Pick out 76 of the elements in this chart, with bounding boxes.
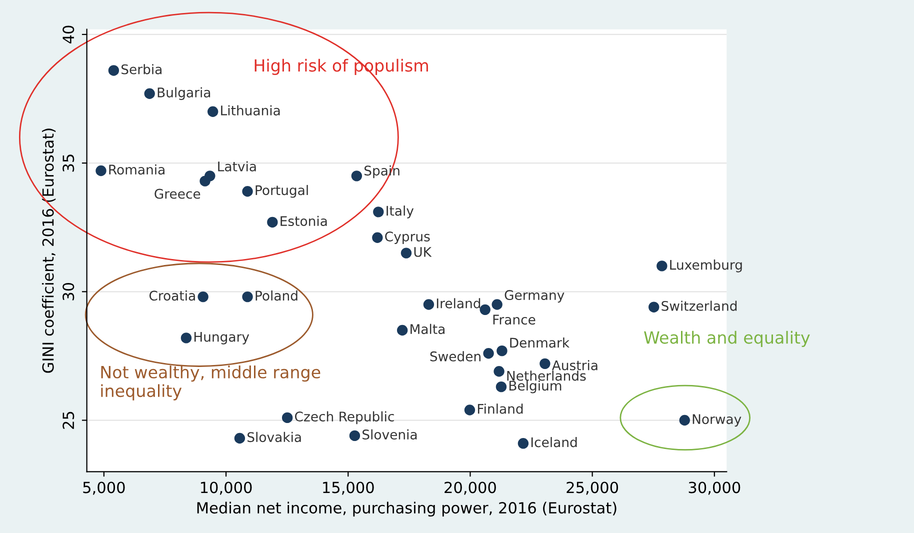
annotation: Wealth and equality bbox=[644, 330, 810, 348]
data-label: Austria bbox=[552, 360, 598, 370]
data-label: Belgium bbox=[509, 380, 562, 394]
data-label: Luxemburg bbox=[670, 260, 742, 272]
point bbox=[540, 358, 550, 370]
annotation: Not wealthy, middle range inequality bbox=[101, 366, 320, 400]
point bbox=[492, 299, 502, 310]
point bbox=[373, 206, 384, 218]
data-label: Finland bbox=[478, 404, 523, 414]
point bbox=[242, 186, 253, 197]
y-tick-label: 35 bbox=[62, 154, 74, 172]
point bbox=[496, 381, 507, 392]
data-label: Serbia bbox=[122, 64, 162, 74]
data-label: Norway bbox=[692, 414, 742, 427]
data-label: Italy bbox=[386, 206, 414, 218]
data-label: Germany bbox=[504, 290, 564, 303]
data-label: Hungary bbox=[194, 332, 250, 344]
x-tick-label: 20,000 bbox=[444, 482, 496, 495]
data-label: Slovakia bbox=[248, 432, 301, 442]
point bbox=[207, 106, 218, 117]
point bbox=[400, 248, 412, 258]
x-tick-label: 15,000 bbox=[323, 482, 374, 495]
data-label: Malta bbox=[410, 324, 444, 334]
x-axis-title: Median net income, purchasing power, 2016 (Eurostat) bbox=[197, 502, 616, 517]
point bbox=[464, 404, 476, 416]
point bbox=[200, 176, 210, 186]
point bbox=[108, 65, 120, 76]
data-label: Iceland bbox=[531, 437, 577, 448]
data-label: Denmark bbox=[510, 337, 570, 348]
point bbox=[483, 348, 494, 359]
data-label: Bulgaria bbox=[158, 87, 210, 100]
point bbox=[144, 88, 155, 99]
data-label: Sweden bbox=[430, 351, 480, 362]
point bbox=[282, 412, 293, 424]
point bbox=[494, 366, 504, 377]
data-label: Ireland bbox=[436, 298, 480, 308]
data-label: Estonia bbox=[280, 216, 327, 226]
point bbox=[180, 332, 192, 344]
point bbox=[423, 299, 434, 310]
point bbox=[480, 304, 490, 316]
point bbox=[349, 430, 360, 442]
x-tick-label: 5,000 bbox=[83, 482, 125, 495]
data-label: Greece bbox=[154, 188, 200, 199]
data-label: Portugal bbox=[256, 184, 308, 198]
point bbox=[679, 414, 690, 426]
data-label: Lithuania bbox=[221, 105, 280, 116]
data-label: Latvia bbox=[218, 161, 256, 172]
data-label: Croatia bbox=[149, 290, 195, 301]
point bbox=[234, 432, 246, 444]
y-tick-label: 25 bbox=[62, 412, 74, 429]
data-label: Cyprus bbox=[385, 232, 430, 244]
data-label: Romania bbox=[109, 164, 164, 175]
y-tick-label: 40 bbox=[62, 26, 74, 44]
point bbox=[242, 291, 253, 302]
point bbox=[96, 165, 106, 176]
point bbox=[198, 291, 208, 302]
y-tick-label: 30 bbox=[62, 282, 74, 300]
point bbox=[648, 302, 660, 312]
data-label: Poland bbox=[256, 290, 298, 301]
point bbox=[518, 438, 529, 449]
point bbox=[496, 345, 508, 356]
x-tick-label: 10,000 bbox=[200, 482, 252, 495]
data-label: UK bbox=[414, 247, 432, 257]
point bbox=[372, 232, 383, 244]
y-axis-title: GINI coefficient, 2016 (Eurostat) bbox=[42, 128, 56, 373]
data-label: Netherlands bbox=[507, 370, 586, 381]
data-label: France bbox=[493, 314, 536, 325]
data-label: Slovenia bbox=[362, 429, 417, 440]
x-tick-label: 25,000 bbox=[566, 482, 618, 495]
data-label: Switzerland bbox=[662, 300, 737, 311]
point bbox=[267, 216, 278, 228]
point bbox=[656, 260, 668, 272]
point bbox=[396, 324, 408, 336]
point bbox=[351, 170, 362, 182]
x-tick-label: 30,000 bbox=[688, 482, 740, 495]
data-label: Czech Republic bbox=[295, 411, 394, 424]
